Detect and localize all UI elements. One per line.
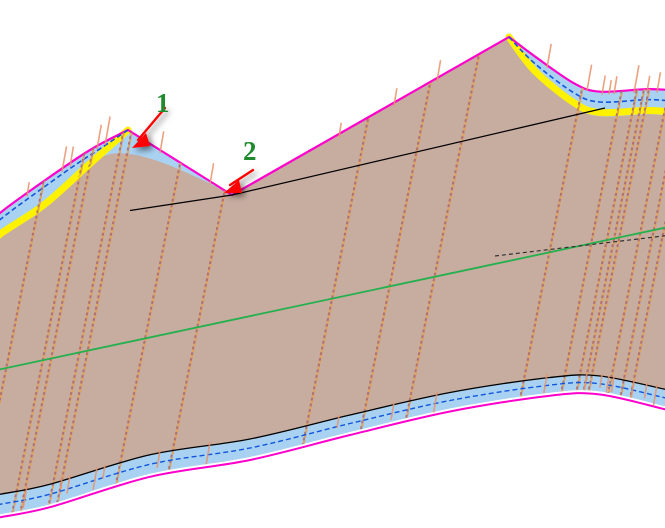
- svg-text:2: 2: [243, 136, 257, 166]
- svg-text:1: 1: [156, 88, 170, 118]
